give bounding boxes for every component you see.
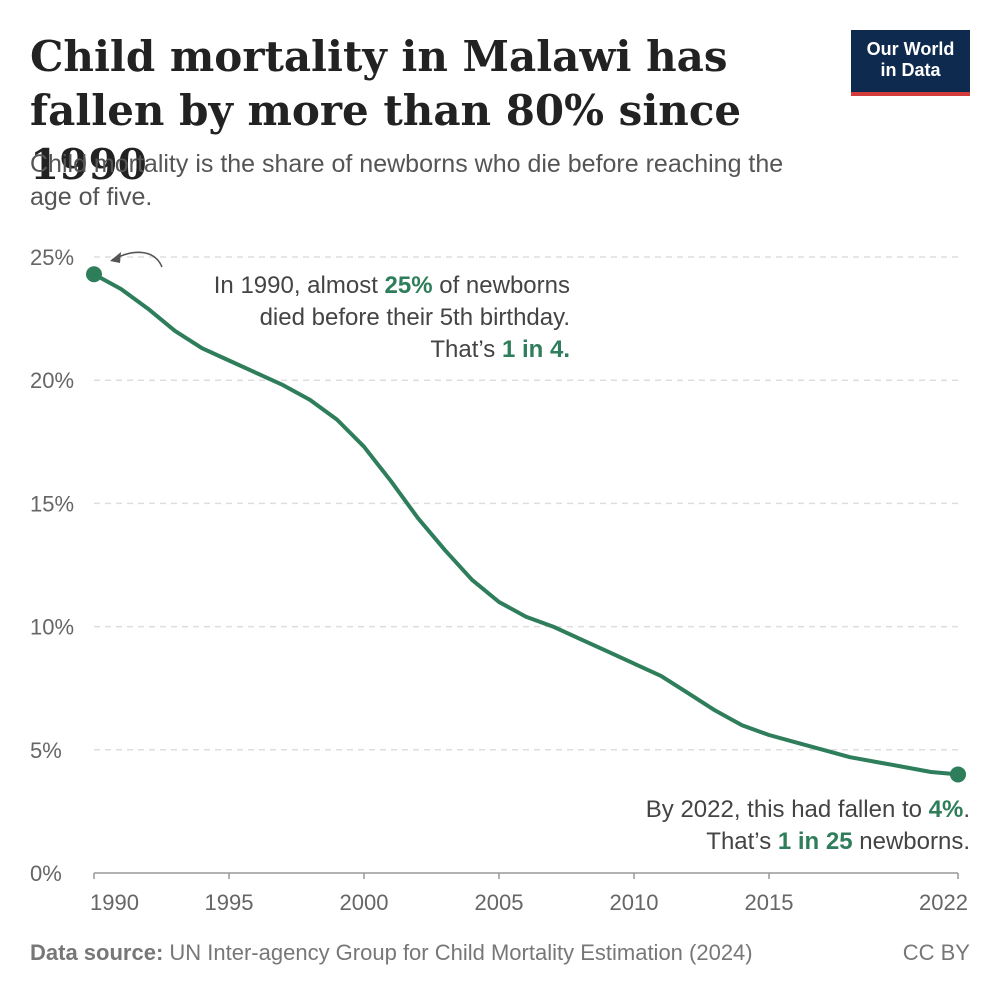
y-tick-label: 15%	[30, 491, 74, 516]
x-tick-label: 2015	[745, 890, 794, 915]
y-tick-label: 5%	[30, 738, 62, 763]
license-link[interactable]: CC BY	[902, 940, 970, 965]
endpoint-markers	[86, 266, 966, 783]
annotation-end: By 2022, this had fallen to 4%. That’s 1…	[470, 794, 970, 858]
y-axis-ticks: 0% 5% 10% 15% 20% 25%	[30, 245, 74, 886]
y-tick-label: 20%	[30, 368, 74, 393]
x-tick-label: 2022	[919, 890, 968, 915]
logo-line-1: Our World	[866, 39, 955, 59]
x-tick-label: 1990	[90, 890, 139, 915]
annotation-arrowhead	[110, 252, 121, 263]
x-tick-label: 1995	[205, 890, 254, 915]
x-axis-ticks: 1990 1995 2000 2005 2010 2015 2022	[90, 873, 968, 915]
annotation-start-line-3: That’s 1 in 4.	[430, 336, 570, 363]
chart-title: Child mortality in Malawi has fallen by …	[30, 32, 742, 189]
data-source: Data source: UN Inter-agency Group for C…	[30, 940, 970, 966]
y-tick-label: 0%	[30, 861, 62, 886]
start-point-marker	[86, 266, 102, 283]
annotation-start-line-1: In 1990, almost 25% of newborns	[213, 272, 570, 299]
end-point-marker	[950, 766, 966, 783]
annotation-end-line-2: That’s 1 in 25 newborns.	[706, 828, 970, 855]
x-tick-label: 2010	[610, 890, 659, 915]
annotation-start: In 1990, almost 25% of newborns died bef…	[100, 270, 570, 366]
annotation-end-line-1: By 2022, this had fallen to 4%.	[645, 796, 970, 823]
y-tick-label: 10%	[30, 615, 74, 640]
data-source-text[interactable]: UN Inter-agency Group for Child Mortalit…	[163, 940, 753, 965]
logo-line-2: in Data	[880, 60, 941, 80]
grid-lines	[94, 256, 958, 874]
x-tick-label: 2000	[340, 890, 389, 915]
x-tick-label: 2005	[475, 890, 524, 915]
series-line	[92, 272, 960, 777]
y-tick-label: 25%	[30, 245, 74, 270]
owid-logo[interactable]: Our World in Data	[851, 30, 970, 96]
data-source-label: Data source:	[30, 940, 164, 965]
annotation-start-line-2: died before their 5th birthday.	[259, 304, 570, 331]
chart-subtitle: Child mortality is the share of newborns…	[30, 150, 784, 211]
